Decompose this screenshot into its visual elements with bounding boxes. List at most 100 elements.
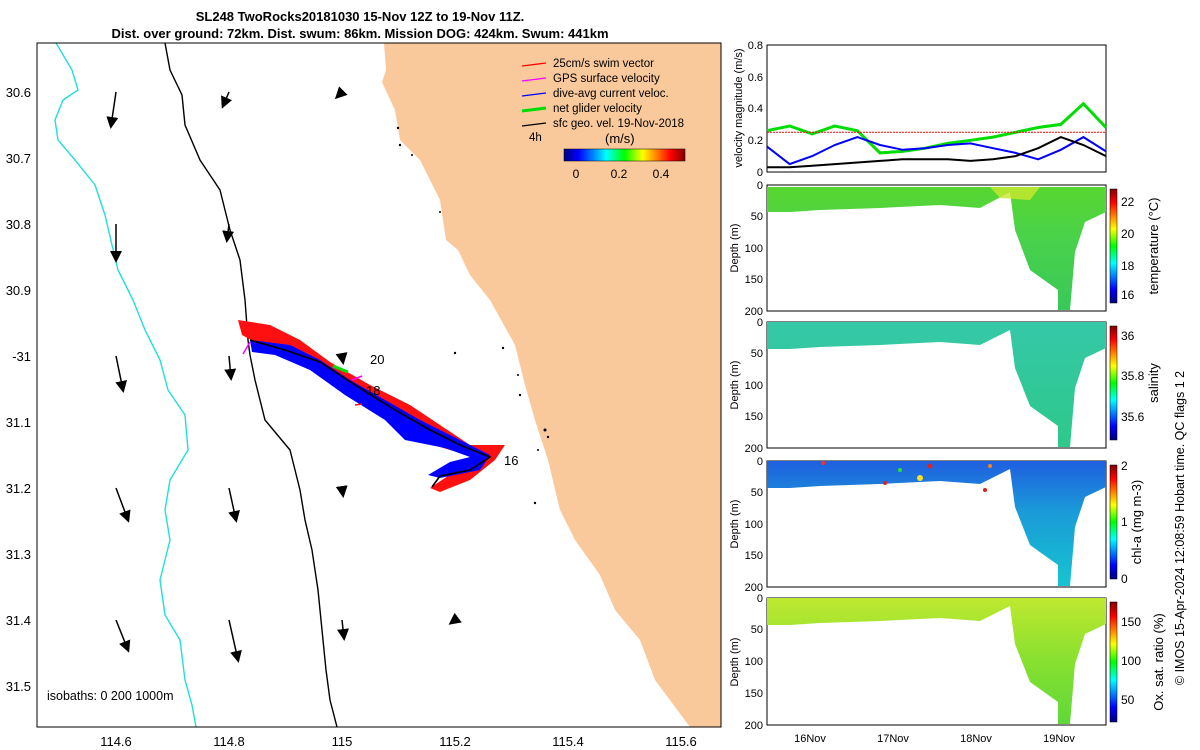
- chla-cbar-tick: 2: [1121, 459, 1128, 473]
- figure-title: SL248 TwoRocks20181030 15-Nov 12Z to 19-…: [60, 8, 660, 42]
- oxygen-cbar-tick: 150: [1121, 615, 1141, 629]
- chla-panel: 0 50 100 150 200 Depth (m) 0 1 2 chl-a (…: [729, 456, 1144, 594]
- depth-tick: 200: [745, 443, 763, 455]
- depth-tick: 100: [745, 656, 763, 668]
- oxygen-cbar-label: Ox. sat. ratio (%): [1151, 613, 1166, 711]
- depth-tick: 200: [745, 582, 763, 594]
- map-y-tick: 30.8: [6, 217, 31, 232]
- chla-field: [767, 461, 1106, 586]
- depth-tick: 0: [757, 180, 763, 192]
- title-line-1: SL248 TwoRocks20181030 15-Nov 12Z to 19-…: [195, 9, 525, 24]
- track-label-20: 20: [370, 352, 384, 367]
- chla-cbar-label: chl-a (mg m-3): [1129, 480, 1144, 565]
- velocity-y-tick: 0.8: [748, 40, 763, 52]
- legend-gps-velocity: GPS surface velocity: [553, 73, 660, 85]
- map-y-axis: 30.6 30.7 30.8 30.9 -31 31.1 31.2 31.3 3…: [6, 85, 31, 694]
- track-line: [249, 339, 492, 488]
- depth-tick: 0: [757, 317, 763, 329]
- depth-tick: 200: [745, 306, 763, 318]
- legend-swim-vector: 25cm/s swim vector: [553, 58, 654, 70]
- depth-tick: 0: [757, 456, 763, 468]
- map-y-tick: 30.6: [6, 85, 31, 100]
- glider-track: 20 18 16: [238, 320, 518, 492]
- time-x-tick: 17Nov: [877, 733, 909, 745]
- velocity-y-tick: 0.4: [748, 103, 763, 115]
- temperature-field: [767, 187, 1106, 310]
- temperature-cbar-tick: 18: [1121, 259, 1135, 273]
- velocity-y-tick: 0: [757, 167, 763, 179]
- speed-colorbar: [563, 148, 686, 162]
- chla-cbar-tick: 0: [1121, 572, 1128, 586]
- velocity-y-label: velocity magnitude (m/s): [733, 48, 745, 167]
- chla-depth-label: Depth (m): [729, 500, 741, 549]
- oxygen-panel: 0 50 100 150 200 Depth (m) 50 100 150 Ox…: [729, 593, 1166, 745]
- isobath-200m: [164, 42, 338, 728]
- temperature-panel: 0 50 100 150 200 Depth (m) 16 18 20 22 t…: [729, 180, 1161, 318]
- map-y-tick: 31.2: [6, 481, 31, 496]
- temperature-colorbar: [1109, 188, 1118, 304]
- oxygen-cbar-tick: 50: [1121, 693, 1135, 707]
- velocity-panel: 0 0.2 0.4 0.6 0.8 velocity magnitude (m/…: [733, 40, 1108, 179]
- oxygen-colorbar: [1109, 601, 1118, 723]
- temperature-cbar-tick: 20: [1121, 227, 1135, 241]
- map-y-tick: 30.7: [6, 151, 31, 166]
- temperature-cbar-tick: 22: [1121, 195, 1135, 209]
- map-y-tick: 31.3: [6, 547, 31, 562]
- chla-cbar-tick: 1: [1121, 515, 1128, 529]
- velocity-lines: [766, 101, 1108, 169]
- map-x-tick: 115.2: [439, 734, 471, 749]
- legend-dive-avg-current: dive-avg current veloc.: [553, 88, 669, 100]
- colorbar-tick: 0: [573, 167, 580, 181]
- temperature-depth-label: Depth (m): [729, 224, 741, 273]
- title-line-2: Dist. over ground: 72km. Dist. swum: 86k…: [111, 26, 609, 41]
- map-y-tick: 31.4: [6, 613, 31, 628]
- salinity-cbar-tick: 35.8: [1121, 369, 1145, 383]
- temperature-cbar-label: temperature (°C): [1146, 198, 1161, 295]
- colorbar-unit-label: (m/s): [605, 131, 635, 146]
- map-x-axis: 114.6 114.8 115 115.2 115.4 115.6: [100, 734, 697, 749]
- velocity-series-line-3: [767, 136, 1107, 169]
- velocity-y-tick: 0.2: [748, 135, 763, 147]
- salinity-cbar-tick: 35.6: [1121, 410, 1145, 424]
- salinity-cbar-label: salinity: [1146, 363, 1161, 403]
- salinity-depth-label: Depth (m): [729, 361, 741, 410]
- map-x-tick: 114.6: [100, 734, 132, 749]
- depth-tick: 50: [751, 487, 763, 499]
- velocity-y-tick: 0.6: [748, 72, 763, 84]
- depth-tick: 100: [745, 380, 763, 392]
- chla-colorbar: [1109, 464, 1118, 580]
- salinity-cbar-tick: 36: [1121, 329, 1135, 343]
- map-x-tick: 115.4: [552, 734, 584, 749]
- time-x-tick: 16Nov: [794, 733, 826, 745]
- salinity-panel: 0 50 100 150 200 Depth (m) 35.6 35.8 36 …: [729, 317, 1161, 455]
- depth-tick: 100: [745, 519, 763, 531]
- geo-velocity-arrows: [106, 86, 462, 663]
- map-x-tick: 114.8: [213, 734, 245, 749]
- legend-4h: 4h: [529, 132, 542, 144]
- land-mass: [382, 43, 721, 727]
- depth-tick: 150: [745, 688, 763, 700]
- chla-hotspots: [821, 461, 992, 492]
- map-legend: 25cm/s swim vector GPS surface velocity …: [521, 58, 686, 181]
- isobaths-label: isobaths: 0 200 1000m: [47, 689, 173, 703]
- current-vector-band: [250, 340, 490, 478]
- oxygen-depth-label: Depth (m): [729, 638, 741, 687]
- depth-tick: 150: [745, 411, 763, 423]
- salinity-field: [767, 322, 1106, 447]
- depth-tick: 50: [751, 211, 763, 223]
- velocity-series-line-1: [766, 135, 1107, 166]
- depth-tick: 50: [751, 624, 763, 636]
- map-y-tick: 31.5: [6, 679, 31, 694]
- map-y-tick: 30.9: [6, 283, 31, 298]
- depth-tick: 100: [745, 243, 763, 255]
- oxygen-cbar-tick: 100: [1121, 654, 1141, 668]
- salinity-colorbar: [1109, 325, 1118, 441]
- legend-sfc-geo-vel: sfc geo. vel. 19-Nov-2018: [553, 118, 684, 130]
- track-label-18: 18: [366, 383, 380, 398]
- time-x-tick: 19Nov: [1043, 733, 1075, 745]
- imos-side-note: © IMOS 15-Apr-2024 12:08:59 Hobart time.…: [1173, 371, 1187, 685]
- colorbar-tick: 0.2: [611, 167, 628, 181]
- depth-tick: 150: [745, 550, 763, 562]
- legend-net-glider-velocity: net glider velocity: [553, 103, 642, 115]
